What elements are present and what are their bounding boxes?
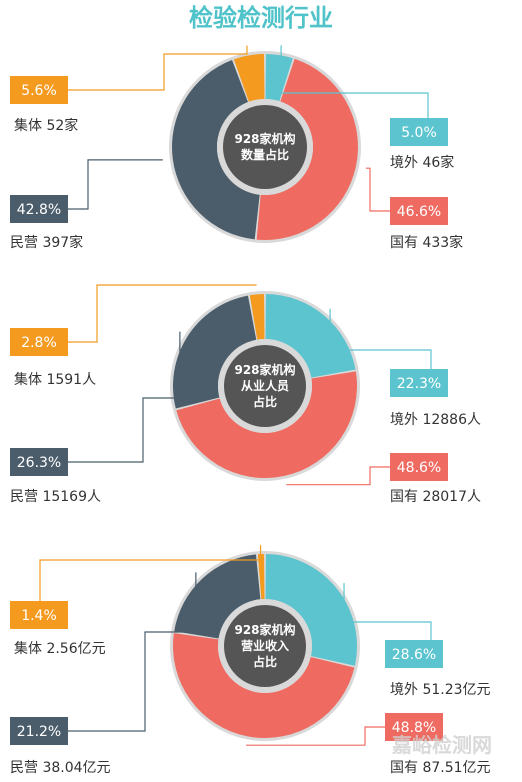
center-label-line: 营业收入 [241, 638, 289, 653]
pct-box-jiti [10, 76, 68, 104]
pct-label-guoyou: 48.6% [397, 460, 441, 476]
pct-label-minying: 21.2% [17, 724, 61, 740]
pct-label-guoyou: 46.6% [397, 204, 441, 220]
pct-box-guowai [390, 118, 448, 146]
slice-guoyou [256, 58, 358, 240]
slice-minying [172, 295, 257, 409]
pct-label-minying: 42.8% [17, 202, 61, 218]
center-label-line: 占比 [253, 394, 277, 409]
leader-line-guoyou [246, 726, 385, 746]
pct-label-jiti: 2.8% [21, 335, 57, 351]
slice-guowai [265, 554, 357, 666]
leader-line-jiti [68, 284, 257, 343]
center-label-line: 928家机构 [234, 362, 295, 377]
center-label-line: 928家机构 [234, 622, 295, 637]
category-label-jiti: 集体 52家 [14, 117, 78, 134]
pct-label-guowai: 28.6% [392, 647, 436, 663]
slice-jiti [233, 54, 265, 102]
slice-guowai [265, 294, 356, 378]
leader-line-guoyou [286, 466, 390, 486]
pct-box-guoyou [390, 197, 448, 225]
pct-box-jiti [10, 328, 68, 356]
leader-line-minying [68, 159, 163, 210]
center-label-line: 占比 [253, 654, 277, 669]
pct-box-guoyou [385, 713, 443, 741]
center-label-line: 928家机构 [234, 131, 295, 146]
pct-box-guowai [385, 640, 443, 668]
donut-center [224, 605, 306, 687]
pct-label-guowai: 5.0% [401, 125, 437, 141]
slice-guoyou [173, 633, 355, 738]
category-label-guowai: 境外 46家 [390, 154, 454, 171]
category-label-guoyou: 国有 28017人 [390, 489, 481, 505]
donut-center [223, 105, 307, 189]
donut-center [224, 345, 306, 427]
leader-line-guowai [329, 308, 432, 369]
leader-line-guowai [343, 583, 432, 640]
leader-line-minying [68, 572, 197, 732]
leader-line-minying [68, 331, 181, 463]
slice-jiti [257, 554, 265, 600]
slice-guowai [265, 54, 293, 102]
center-label-line: 数量占比 [241, 147, 289, 162]
category-label-jiti: 集体 2.56亿元 [14, 640, 106, 657]
slice-minying [172, 60, 260, 240]
slice-jiti [249, 294, 265, 340]
pct-box-jiti [10, 601, 68, 629]
pct-box-guowai [390, 369, 448, 397]
category-label-jiti: 集体 1591人 [14, 371, 96, 388]
pct-label-minying: 26.3% [17, 455, 61, 471]
pct-label-guoyou: 48.8% [392, 720, 436, 736]
leader-line-jiti [68, 45, 248, 91]
pct-box-minying [10, 448, 68, 476]
leader-line-guoyou [365, 167, 390, 212]
pct-label-guowai: 22.3% [397, 376, 441, 392]
category-label-minying: 民营 15169人 [10, 489, 101, 505]
slice-guoyou [176, 371, 357, 478]
pct-label-jiti: 1.4% [21, 608, 57, 624]
category-label-guowai: 境外 12886人 [390, 412, 481, 428]
pct-label-jiti: 5.6% [21, 83, 57, 99]
leader-line-guowai [280, 45, 429, 118]
pct-box-minying [10, 717, 68, 745]
category-label-minying: 民营 38.04亿元 [10, 760, 111, 776]
category-label-guoyou: 国有 87.51亿元 [390, 760, 491, 776]
category-label-guoyou: 国有 433家 [390, 234, 463, 251]
pct-box-guoyou [390, 453, 448, 481]
category-label-minying: 民营 397家 [10, 234, 83, 251]
watermark-text: 嘉峪检测网 [391, 733, 492, 757]
category-label-guowai: 境外 51.23亿元 [390, 682, 491, 698]
pct-box-minying [10, 195, 68, 223]
center-label-line: 从业人员 [241, 378, 289, 393]
page-title: 检验检测行业 [189, 4, 333, 32]
